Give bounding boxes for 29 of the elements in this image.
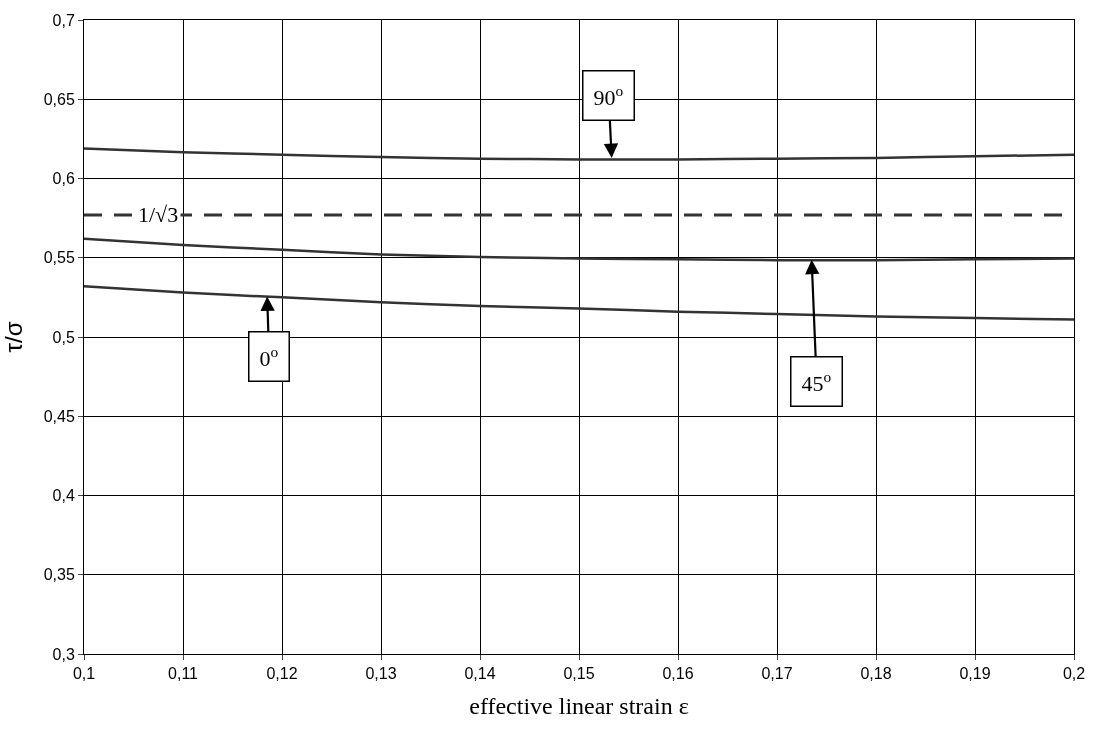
x-tick-label: 0,19 — [959, 665, 991, 683]
annotation: 0$^{o}$ — [259, 342, 279, 371]
x-tick-label: 0,12 — [266, 665, 298, 683]
x-tick-label: 0,14 — [464, 665, 496, 683]
x-tick-label: 0,13 — [365, 665, 397, 683]
y-axis-title: τ/σ — [0, 321, 27, 353]
x-tick-label: 0,1 — [72, 665, 96, 683]
x-tick-label: 0,16 — [662, 665, 694, 683]
y-tick-label: 0,7 — [52, 11, 75, 29]
y-tick-label: 0,5 — [52, 328, 75, 346]
annotation: 45$^{o}$ — [801, 367, 832, 396]
y-tick-label: 0,4 — [52, 487, 75, 505]
line-series — [84, 147, 1074, 161]
y-tick-label: 0,45 — [43, 407, 75, 425]
line-series — [84, 237, 1074, 262]
x-tick-label: 0,17 — [761, 665, 793, 683]
x-tick-label: 0,11 — [168, 665, 199, 683]
ref-line-label: 1/√3 — [138, 202, 179, 227]
y-tick-label: 0,65 — [43, 90, 75, 108]
y-tick-label: 0,55 — [43, 249, 75, 267]
y-tick-label: 0,35 — [43, 566, 75, 584]
annotation: 90$^{o}$ — [593, 81, 624, 110]
line-series — [84, 285, 1074, 321]
x-tick-label: 0,18 — [860, 665, 892, 683]
y-tick-label: 0,6 — [52, 170, 75, 188]
x-tick-label: 0,15 — [563, 665, 595, 683]
x-axis-title: effective linear strain ε — [469, 692, 689, 719]
y-tick-label: 0,3 — [52, 645, 75, 663]
x-tick-label: 0,2 — [1062, 665, 1086, 683]
